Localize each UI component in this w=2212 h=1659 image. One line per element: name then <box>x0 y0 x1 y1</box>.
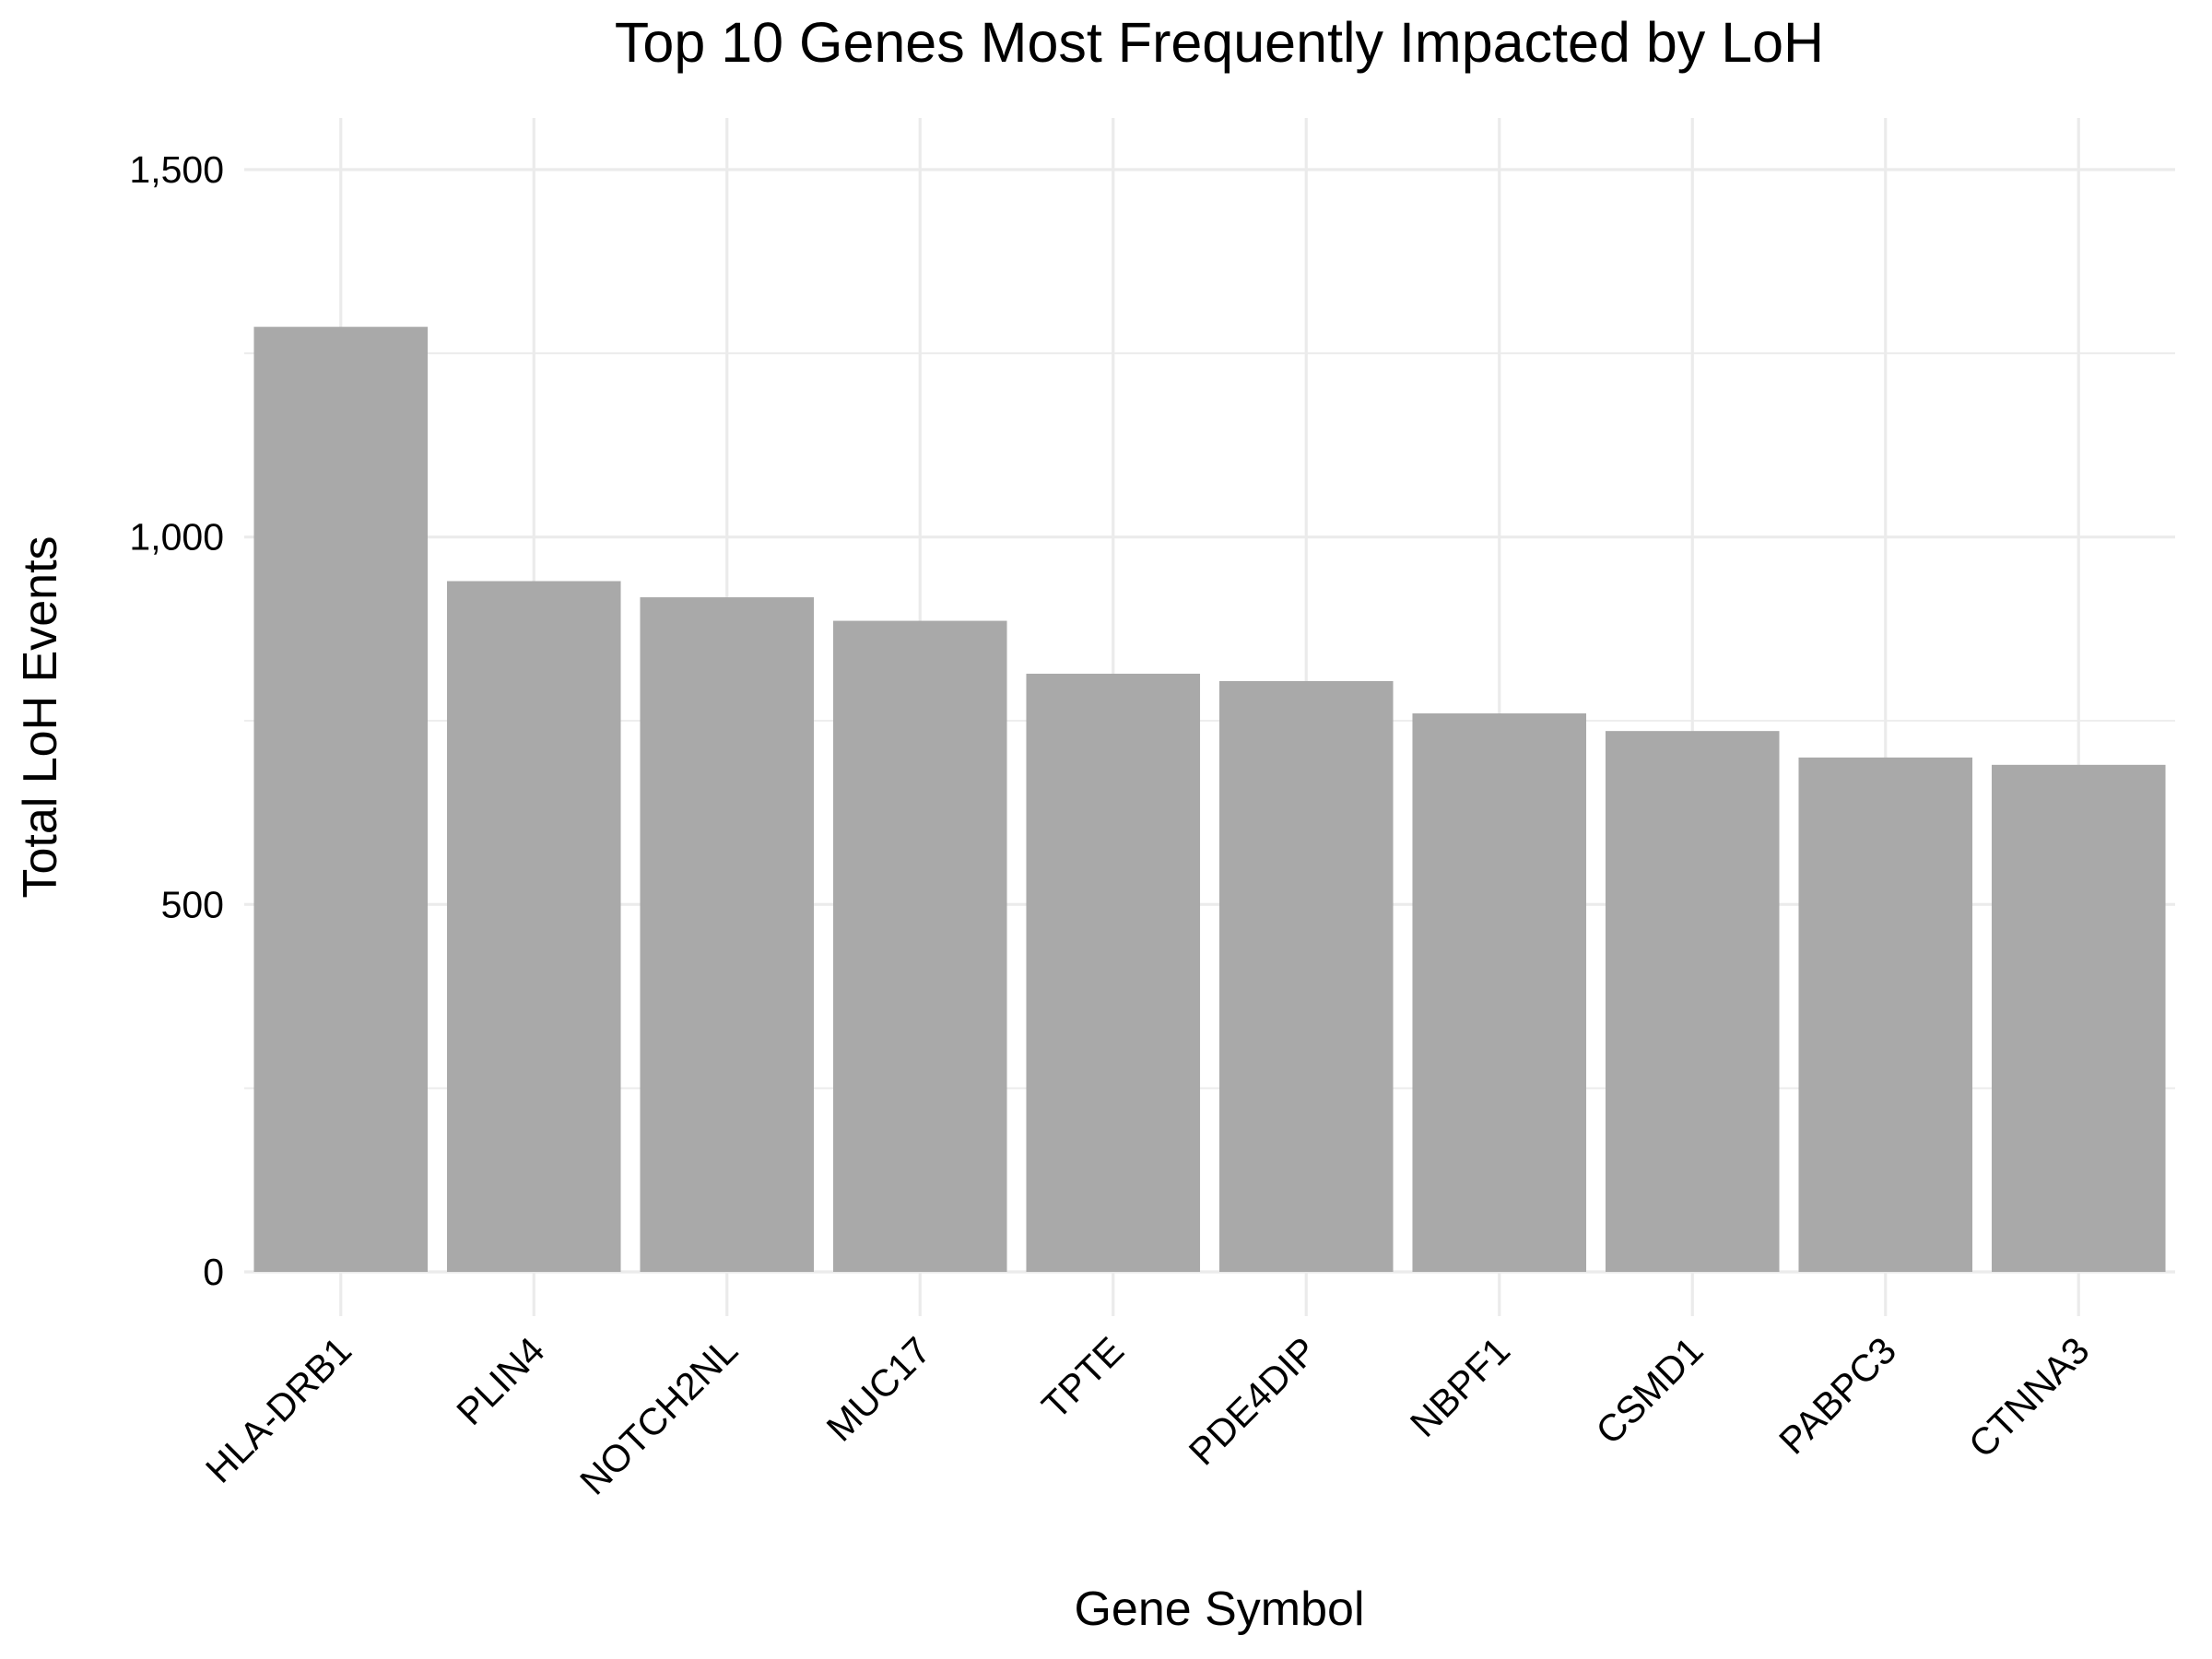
bar-hla-drb1 <box>253 326 429 1272</box>
x-tick-label: MUC17 <box>818 1329 939 1450</box>
bar-nbpf1 <box>1412 713 1587 1272</box>
x-tick-label: PDE4DIP <box>1181 1329 1325 1474</box>
x-tick-label: PLIN4 <box>449 1329 553 1433</box>
x-tick-label: CSMD1 <box>1588 1329 1712 1453</box>
bar-notch2nl <box>640 597 815 1272</box>
y-axis-title: Total LoH Events <box>14 535 67 898</box>
x-axis-tick-labels: HLA-DRB1 PLIN4 NOTCH2NL MUC17 TPTE PDE4DIP NBP… <box>197 1329 2097 1503</box>
x-tick-label: HLA-DRB1 <box>197 1329 359 1491</box>
bar-csmd1 <box>1605 731 1780 1272</box>
x-axis-title: Gene Symbol <box>1074 1583 1364 1636</box>
x-tick-label: TPTE <box>1033 1329 1132 1428</box>
bars <box>253 326 2166 1272</box>
x-tick-label: NOTCH2NL <box>571 1329 746 1503</box>
y-axis-tick-labels: 0 500 1,000 1,500 <box>129 148 224 1293</box>
bar-muc17 <box>832 620 1007 1272</box>
x-tick-label: PABPC3 <box>1771 1329 1904 1463</box>
y-tick-label: 1,500 <box>129 148 224 191</box>
x-tick-label: CTNNA3 <box>1960 1329 2098 1466</box>
y-tick-label: 1,000 <box>129 516 224 559</box>
bar-pabpc3 <box>1798 757 1973 1272</box>
x-tick-label: NBPF1 <box>1402 1329 1518 1445</box>
chart-title: Top 10 Genes Most Frequently Impacted by… <box>615 11 1824 74</box>
bar-plin4 <box>446 581 621 1272</box>
bar-ctnna3 <box>1991 764 2166 1272</box>
bar-pde4dip <box>1218 680 1394 1272</box>
y-tick-label: 0 <box>203 1251 224 1293</box>
bar-tpte <box>1026 673 1201 1272</box>
y-tick-label: 500 <box>161 883 224 925</box>
